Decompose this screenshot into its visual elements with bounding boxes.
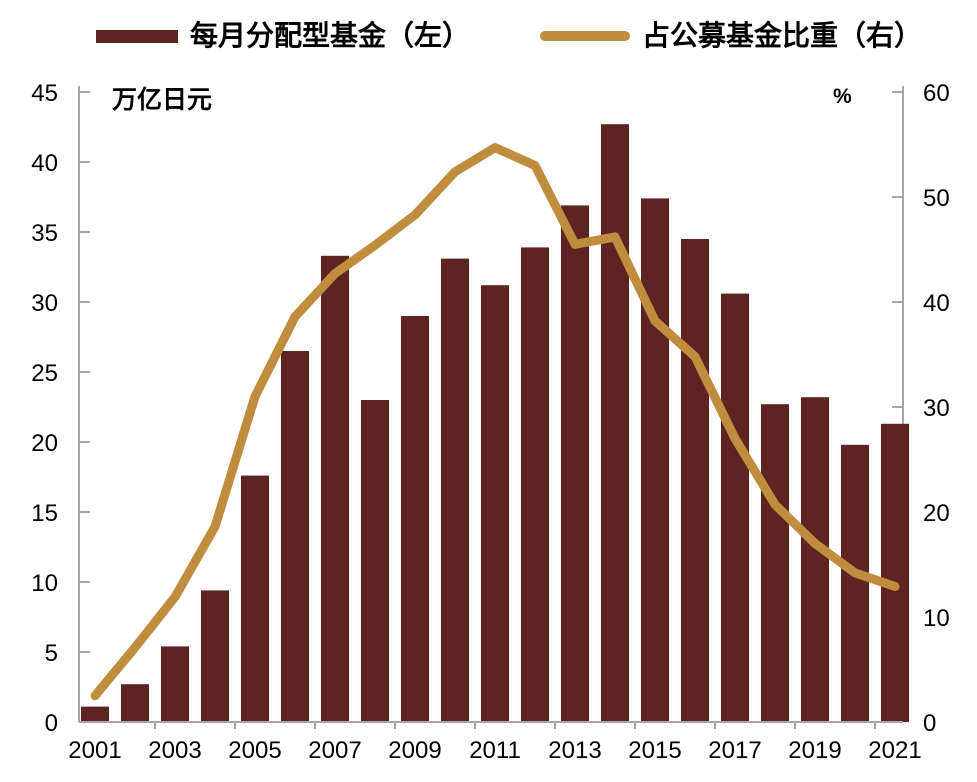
bar-2016 (681, 239, 709, 722)
left-axis-tick-label: 15 (31, 500, 58, 527)
bar-2021 (881, 423, 909, 722)
x-axis-tick-label: 2007 (308, 737, 361, 764)
left-axis-unit-label: 万亿日元 (112, 86, 213, 114)
bar-2007 (321, 255, 349, 723)
right-axis-unit-label: % (833, 85, 852, 108)
bar-2010 (441, 258, 469, 722)
left-axis-tick-label: 10 (31, 570, 58, 597)
x-axis-tick-label: 2009 (388, 737, 441, 764)
bar-2012 (521, 247, 549, 722)
legend-bar-label: 每月分配型基金（左） (190, 20, 471, 51)
x-axis-tick-label: 2017 (708, 737, 761, 764)
left-axis-tick-label: 5 (45, 640, 58, 667)
left-axis-tick-label: 20 (31, 430, 58, 457)
bar-2015 (641, 198, 669, 722)
bar-2014 (601, 124, 629, 722)
bar-2004 (201, 590, 229, 722)
bar-2018 (761, 404, 789, 722)
right-axis-tick-label: 0 (923, 710, 936, 737)
bar-2019 (801, 397, 829, 722)
bar-2005 (241, 475, 269, 722)
left-axis-tick-label: 0 (45, 710, 58, 737)
x-axis-tick-label: 2021 (868, 737, 921, 764)
bar-2020 (841, 444, 869, 722)
legend-line-swatch (540, 31, 630, 41)
legend-item-line-series: 占公募基金比重（右） (540, 17, 922, 55)
x-axis-tick-label: 2011 (469, 737, 521, 764)
bar-2006 (281, 351, 309, 722)
right-axis-tick-label: 40 (923, 290, 950, 317)
left-axis-tick-label: 25 (31, 360, 58, 387)
bar-2008 (361, 400, 389, 722)
legend-line-label: 占公募基金比重（右） (642, 20, 923, 51)
bar-2001 (81, 706, 109, 722)
bar-2017 (721, 293, 749, 722)
left-axis-tick-label: 45 (31, 80, 58, 107)
right-axis-tick-label: 60 (923, 80, 950, 107)
right-axis-tick-label: 20 (923, 500, 950, 527)
x-axis-tick-label: 2001 (68, 737, 121, 764)
x-axis-tick-label: 2013 (548, 737, 601, 764)
left-axis-tick-label: 30 (31, 290, 58, 317)
bar-2003 (161, 646, 189, 722)
right-axis-tick-label: 10 (923, 605, 950, 632)
bar-2013 (561, 205, 589, 722)
legend-item-bar-series: 每月分配型基金（左） (96, 17, 470, 55)
bar-2002 (121, 684, 149, 722)
x-axis-tick-label: 2019 (788, 737, 841, 764)
legend-bar-swatch (96, 29, 178, 43)
x-axis-tick-label: 2015 (628, 737, 681, 764)
right-axis-tick-label: 50 (923, 185, 950, 212)
bar-2011 (481, 285, 509, 722)
right-axis-tick-label: 30 (923, 395, 950, 422)
left-axis-tick-label: 35 (31, 220, 58, 247)
x-axis-tick-label: 2003 (148, 737, 201, 764)
bar-2009 (401, 316, 429, 722)
left-axis-tick-label: 40 (31, 150, 58, 177)
x-axis-tick-label: 2005 (228, 737, 281, 764)
ratio-line-series (90, 143, 900, 701)
